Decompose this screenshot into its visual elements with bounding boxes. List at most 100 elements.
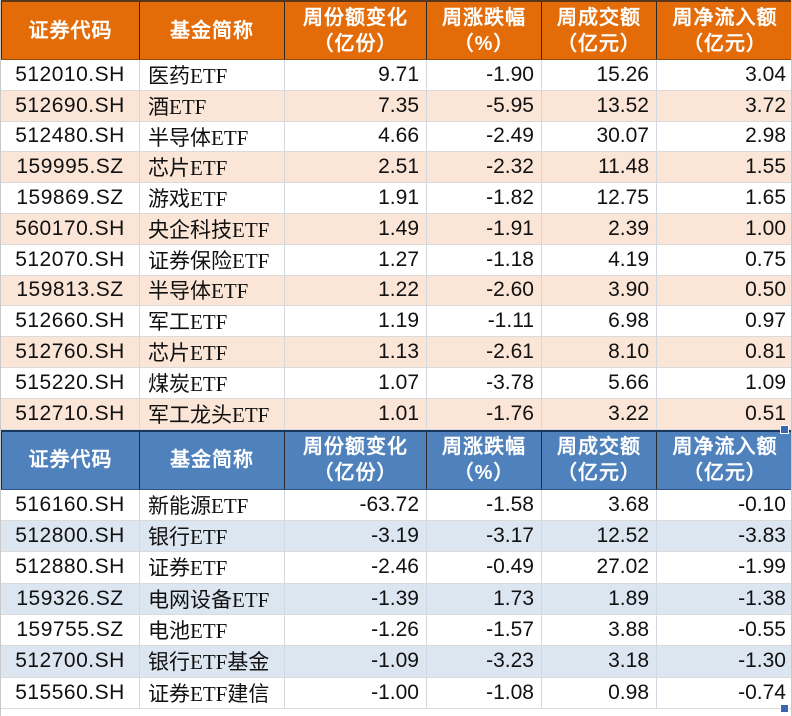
cell-net-inflow[interactable]: 0.75: [656, 244, 791, 275]
cell-turnover[interactable]: 12.75: [541, 183, 656, 213]
cell-pct-change[interactable]: -2.32: [426, 152, 541, 183]
header-cell-share-change[interactable]: 周份额变化 （亿份）: [284, 2, 426, 59]
cell-code[interactable]: 159326.SZ: [16, 586, 124, 610]
cell-net-inflow[interactable]: 2.98: [656, 121, 791, 152]
fill-handle[interactable]: [780, 703, 789, 713]
cell-pct-change[interactable]: -2.49: [426, 121, 541, 152]
cell-pct-change[interactable]: -1.08: [426, 677, 541, 708]
cell-net-inflow[interactable]: -0.10: [656, 489, 791, 520]
header-cell-pct-change[interactable]: 周涨跌幅 （%）: [426, 2, 541, 59]
cell-net-inflow[interactable]: 0.50: [656, 275, 791, 306]
cell-fund-name[interactable]: 央企科技ETF: [139, 213, 284, 244]
header-cell-fund-name[interactable]: 基金简称: [139, 2, 284, 59]
cell-share-change[interactable]: 1.13: [284, 337, 426, 367]
cell-code[interactable]: 512760.SH: [15, 340, 125, 364]
cell-turnover[interactable]: 3.22: [541, 398, 656, 429]
cell-fund-name[interactable]: 半导体ETF: [139, 275, 284, 306]
cell-net-inflow[interactable]: 3.72: [656, 90, 791, 121]
cell-fund-name[interactable]: 电网设备ETF: [139, 583, 284, 614]
cell-pct-change[interactable]: -5.95: [426, 90, 541, 121]
cell-share-change[interactable]: -1.09: [284, 646, 426, 677]
cell-share-change[interactable]: -1.00: [284, 677, 426, 708]
cell-turnover[interactable]: 8.10: [541, 337, 656, 367]
cell-net-inflow[interactable]: 0.81: [656, 337, 791, 367]
cell-share-change[interactable]: -2.46: [284, 552, 426, 583]
cell-turnover[interactable]: 4.19: [541, 244, 656, 275]
cell-pct-change[interactable]: -1.57: [426, 614, 541, 646]
cell-code[interactable]: 159869.SZ: [16, 186, 124, 210]
cell-fund-name[interactable]: 芯片ETF: [139, 152, 284, 183]
cell-code[interactable]: 512700.SH: [15, 649, 125, 673]
header-cell-net-inflow[interactable]: 周净流入额 （亿元）: [656, 431, 791, 489]
cell-pct-change[interactable]: -1.11: [426, 306, 541, 337]
cell-turnover[interactable]: 3.90: [541, 275, 656, 306]
cell-pct-change[interactable]: -1.58: [426, 489, 541, 520]
cell-code[interactable]: 512800.SH: [15, 524, 125, 548]
cell-turnover[interactable]: 12.52: [541, 520, 656, 552]
cell-share-change[interactable]: 2.51: [284, 152, 426, 183]
cell-turnover[interactable]: 0.98: [541, 677, 656, 708]
cell-turnover[interactable]: 2.39: [541, 213, 656, 244]
cell-fund-name[interactable]: 军工ETF: [139, 306, 284, 337]
fill-handle[interactable]: [780, 424, 789, 434]
cell-turnover[interactable]: 13.52: [541, 90, 656, 121]
cell-pct-change[interactable]: -0.49: [426, 552, 541, 583]
cell-code[interactable]: 159755.SZ: [16, 618, 124, 642]
cell-share-change[interactable]: -63.72: [284, 489, 426, 520]
cell-turnover[interactable]: 3.18: [541, 646, 656, 677]
cell-share-change[interactable]: -3.19: [284, 520, 426, 552]
header-cell-net-inflow[interactable]: 周净流入额 （亿元）: [656, 2, 791, 59]
header-cell-share-change[interactable]: 周份额变化 （亿份）: [284, 431, 426, 489]
cell-share-change[interactable]: 1.49: [284, 213, 426, 244]
cell-share-change[interactable]: 4.66: [284, 121, 426, 152]
cell-pct-change[interactable]: -1.82: [426, 183, 541, 213]
cell-code[interactable]: 515560.SH: [15, 680, 125, 704]
cell-net-inflow[interactable]: 1.65: [656, 183, 791, 213]
cell-fund-name[interactable]: 电池ETF: [139, 614, 284, 646]
cell-code[interactable]: 512660.SH: [15, 309, 125, 333]
header-cell-code[interactable]: 证券代码: [1, 2, 139, 59]
cell-net-inflow[interactable]: -0.74: [656, 677, 791, 708]
cell-fund-name[interactable]: 证券ETF: [139, 552, 284, 583]
header-cell-pct-change[interactable]: 周涨跌幅 （%）: [426, 431, 541, 489]
header-cell-turnover[interactable]: 周成交额 （亿元）: [541, 431, 656, 489]
cell-share-change[interactable]: 1.01: [284, 398, 426, 429]
cell-code[interactable]: 512880.SH: [15, 555, 125, 579]
cell-code[interactable]: 159813.SZ: [16, 278, 124, 302]
cell-fund-name[interactable]: 新能源ETF: [139, 489, 284, 520]
cell-share-change[interactable]: 1.07: [284, 367, 426, 398]
cell-share-change[interactable]: -1.39: [284, 583, 426, 614]
cell-pct-change[interactable]: -3.17: [426, 520, 541, 552]
cell-turnover[interactable]: 27.02: [541, 552, 656, 583]
cell-code[interactable]: 512710.SH: [15, 401, 125, 425]
cell-turnover[interactable]: 1.89: [541, 583, 656, 614]
cell-pct-change[interactable]: 1.73: [426, 583, 541, 614]
cell-code[interactable]: 560170.SH: [15, 216, 125, 240]
cell-fund-name[interactable]: 煤炭ETF: [139, 367, 284, 398]
cell-net-inflow[interactable]: 1.00: [656, 213, 791, 244]
cell-share-change[interactable]: -1.26: [284, 614, 426, 646]
cell-pct-change[interactable]: -2.60: [426, 275, 541, 306]
cell-pct-change[interactable]: -1.90: [426, 60, 541, 90]
cell-net-inflow[interactable]: 1.55: [656, 152, 791, 183]
cell-net-inflow[interactable]: 0.97: [656, 306, 791, 337]
cell-fund-name[interactable]: 军工龙头ETF: [139, 398, 284, 429]
cell-fund-name[interactable]: 银行ETF: [139, 520, 284, 552]
cell-code[interactable]: 159995.SZ: [16, 155, 124, 179]
cell-turnover[interactable]: 6.98: [541, 306, 656, 337]
cell-net-inflow[interactable]: -1.99: [656, 552, 791, 583]
cell-fund-name[interactable]: 游戏ETF: [139, 183, 284, 213]
cell-share-change[interactable]: 9.71: [284, 60, 426, 90]
cell-turnover[interactable]: 5.66: [541, 367, 656, 398]
cell-pct-change[interactable]: -1.91: [426, 213, 541, 244]
cell-pct-change[interactable]: -3.78: [426, 367, 541, 398]
cell-code[interactable]: 512010.SH: [15, 62, 125, 86]
cell-net-inflow[interactable]: -1.30: [656, 646, 791, 677]
cell-fund-name[interactable]: 半导体ETF: [139, 121, 284, 152]
cell-turnover[interactable]: 30.07: [541, 121, 656, 152]
cell-fund-name[interactable]: 证券保险ETF: [139, 244, 284, 275]
cell-share-change[interactable]: 1.91: [284, 183, 426, 213]
cell-fund-name[interactable]: 芯片ETF: [139, 337, 284, 367]
cell-share-change[interactable]: 7.35: [284, 90, 426, 121]
cell-turnover[interactable]: 3.68: [541, 489, 656, 520]
